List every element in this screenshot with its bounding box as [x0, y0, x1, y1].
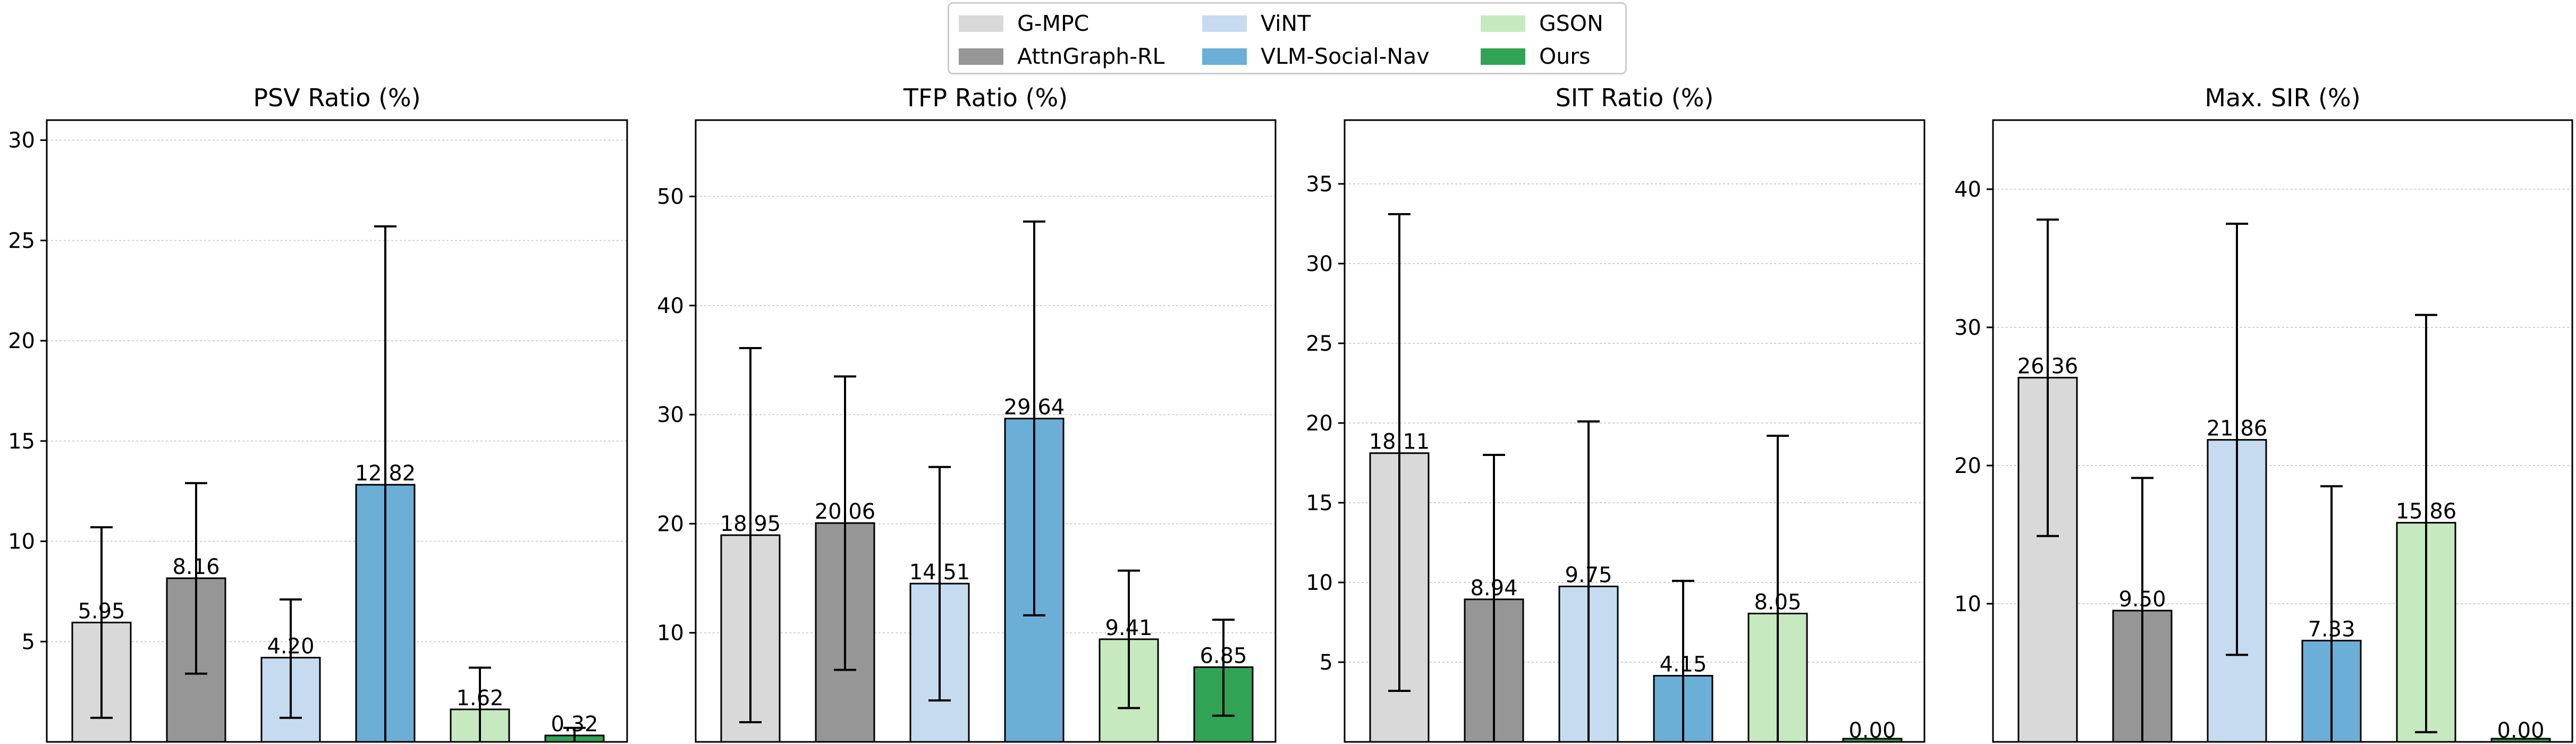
data-label: 9.41 [1105, 616, 1152, 640]
legend-item-gson: GSON [1481, 10, 1603, 37]
data-label: 18.11 [1369, 430, 1430, 454]
y-tick-label: 20 [8, 329, 35, 353]
y-tick-label: 10 [1954, 592, 1981, 616]
data-label: 26.36 [2017, 354, 2079, 379]
data-label: 8.94 [1470, 576, 1517, 601]
chart-title: SIT Ratio (%) [1556, 83, 1714, 112]
chart-title: TFP Ratio (%) [903, 83, 1068, 112]
data-label: 5.95 [78, 599, 125, 623]
y-tick-label: 15 [8, 429, 35, 454]
y-tick-label: 50 [657, 185, 684, 209]
y-tick-label: 20 [1306, 411, 1333, 436]
data-label: 1.62 [456, 686, 503, 711]
y-tick-label: 25 [1306, 332, 1333, 356]
data-label: 0.32 [551, 712, 598, 737]
data-label: 9.50 [2118, 587, 2166, 612]
data-label: 9.75 [1565, 563, 1612, 588]
legend-label: GSON [1539, 11, 1603, 36]
y-tick-label: 15 [1306, 491, 1333, 515]
y-tick-label: 35 [1306, 172, 1333, 197]
legend-label: VLM-Social-Nav [1261, 44, 1430, 69]
axes-frame [1344, 119, 1925, 743]
y-tick-label: 40 [657, 294, 684, 318]
data-label: 15.86 [2396, 500, 2457, 524]
chart-title: Max. SIR (%) [2205, 83, 2360, 112]
legend-swatch [959, 15, 1003, 32]
legend-item-g-mpc: G-MPC [959, 10, 1089, 37]
data-label: 6.85 [1200, 644, 1247, 668]
legend-item-vlm-social-nav: VLM-Social-Nav [1202, 43, 1429, 70]
data-label: 4.15 [1659, 653, 1707, 677]
y-tick-label: 5 [22, 630, 35, 654]
legend-swatch [1202, 48, 1247, 65]
y-tick-label: 40 [1954, 177, 1981, 202]
data-label: 29.64 [1004, 395, 1065, 420]
y-tick-label: 10 [8, 530, 35, 554]
data-label: 0.00 [1848, 718, 1896, 743]
legend-swatch [959, 48, 1003, 65]
y-tick-label: 20 [1954, 454, 1981, 478]
axes-frame [1992, 119, 2573, 743]
y-tick-label: 30 [657, 403, 684, 427]
y-tick-label: 10 [657, 621, 684, 646]
data-label: 8.05 [1754, 590, 1801, 615]
legend-swatch [1481, 48, 1525, 65]
data-label: 4.20 [267, 634, 314, 658]
data-label: 0.00 [2497, 718, 2544, 743]
y-tick-label: 5 [1320, 650, 1333, 675]
axes-frame [46, 119, 628, 743]
y-tick-label: 20 [657, 512, 684, 536]
data-label: 20.06 [815, 500, 876, 524]
data-label: 8.16 [172, 555, 219, 579]
legend-item-attngraph-rl: AttnGraph-RL [959, 43, 1164, 70]
legend-item-vint: ViNT [1202, 10, 1311, 37]
y-tick-label: 25 [8, 229, 35, 253]
legend-label: AttnGraph-RL [1017, 44, 1165, 69]
legend-swatch [1481, 15, 1525, 32]
data-label: 18.95 [720, 512, 781, 536]
legend-item-ours: Ours [1481, 43, 1590, 70]
data-label: 7.33 [2308, 617, 2355, 641]
chart-title: PSV Ratio (%) [253, 83, 420, 112]
legend: G-MPC AttnGraph-RL ViNT VLM-Social-Nav GSON O… [948, 2, 1627, 74]
y-tick-label: 10 [1306, 571, 1333, 595]
data-label: 21.86 [2207, 417, 2268, 441]
y-tick-label: 30 [1306, 252, 1333, 276]
axes-frame [695, 119, 1277, 743]
data-label: 12.82 [355, 461, 416, 486]
legend-label: G-MPC [1017, 11, 1089, 36]
legend-swatch [1202, 15, 1247, 32]
data-label: 14.51 [909, 560, 970, 585]
y-tick-label: 30 [1954, 316, 1981, 340]
y-tick-label: 30 [8, 129, 35, 153]
legend-label: Ours [1539, 44, 1591, 69]
legend-label: ViNT [1261, 11, 1311, 36]
